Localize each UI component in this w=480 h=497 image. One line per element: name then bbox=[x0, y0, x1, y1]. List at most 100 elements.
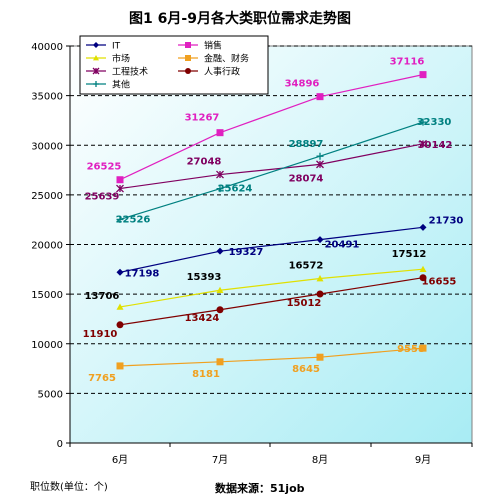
legend-label: 市场 bbox=[112, 53, 130, 65]
data-label: 7765 bbox=[88, 373, 116, 384]
series bbox=[116, 139, 427, 193]
series bbox=[116, 344, 427, 370]
legend-label: 其他 bbox=[112, 79, 130, 91]
data-label: 28074 bbox=[289, 173, 324, 184]
data-point bbox=[316, 160, 324, 169]
legend-box bbox=[79, 35, 269, 95]
series-line bbox=[119, 226, 424, 273]
legend-item: 市场 bbox=[86, 53, 130, 65]
data-label: 31267 bbox=[185, 113, 220, 124]
data-point bbox=[116, 321, 124, 329]
data-label: 11910 bbox=[83, 329, 118, 340]
series bbox=[116, 274, 427, 329]
data-point bbox=[116, 303, 124, 310]
data-point bbox=[316, 290, 324, 298]
data-label: 8645 bbox=[292, 364, 320, 375]
x-axis: 6月 7月 8月 9月 bbox=[69, 442, 473, 466]
series-line bbox=[119, 121, 424, 221]
data-point bbox=[216, 170, 224, 179]
data-point bbox=[116, 362, 124, 370]
data-label: 37116 bbox=[390, 57, 425, 68]
y-tick-label: 35000 bbox=[31, 92, 63, 103]
series-line bbox=[119, 277, 424, 326]
data-point bbox=[216, 306, 224, 314]
data-point bbox=[316, 353, 324, 361]
data-point bbox=[419, 139, 427, 148]
data-point bbox=[316, 236, 324, 244]
data-point bbox=[316, 93, 324, 101]
data-label: 16572 bbox=[289, 261, 324, 272]
x-tick-label: 8月 bbox=[312, 454, 328, 466]
legend-label: 人事行政 bbox=[204, 66, 240, 78]
data-point bbox=[185, 42, 191, 48]
data-label: 20491 bbox=[325, 240, 360, 251]
data-point bbox=[93, 55, 99, 61]
series-line bbox=[119, 268, 424, 308]
data-point bbox=[419, 71, 427, 79]
legend-item: 金融、财务 bbox=[178, 53, 249, 65]
data-point bbox=[419, 265, 427, 272]
data-point bbox=[216, 358, 224, 366]
data-point bbox=[216, 247, 224, 255]
y-tick-label: 20000 bbox=[31, 241, 63, 252]
data-point bbox=[419, 118, 427, 126]
series bbox=[116, 265, 427, 310]
series-line bbox=[119, 347, 424, 367]
data-label: 16655 bbox=[422, 277, 457, 288]
data-point bbox=[185, 68, 191, 74]
data-label: 27048 bbox=[187, 157, 222, 168]
legend-label: 销售 bbox=[204, 40, 222, 52]
y-tick-label: 25000 bbox=[31, 191, 63, 202]
series bbox=[116, 223, 427, 276]
series-line bbox=[119, 143, 424, 190]
data-label: 25624 bbox=[218, 184, 253, 195]
data-point bbox=[116, 268, 124, 276]
y-axis: 0 5000 10000 15000 20000 25000 30000 35000 40000 bbox=[31, 42, 71, 450]
data-label: 15012 bbox=[287, 298, 322, 309]
series-line bbox=[119, 74, 424, 181]
data-point bbox=[316, 275, 324, 282]
data-label: 34896 bbox=[285, 79, 320, 90]
data-labels: 17198 19327 20491 21730 26525 31267 34896 37116… bbox=[83, 57, 464, 384]
legend-item: 销售 bbox=[178, 40, 222, 52]
data-point bbox=[316, 152, 324, 160]
data-point bbox=[216, 286, 224, 294]
y-tick-label: 40000 bbox=[31, 42, 63, 53]
data-label: 22526 bbox=[116, 214, 151, 225]
series bbox=[116, 118, 427, 223]
y-tick-label: 30000 bbox=[31, 141, 63, 152]
data-label: 13706 bbox=[85, 291, 120, 302]
y-tick-label: 5000 bbox=[38, 389, 63, 400]
data-source: 数据来源：51job bbox=[215, 482, 305, 495]
data-point bbox=[92, 67, 100, 75]
legend-item: IT bbox=[86, 42, 121, 52]
data-point bbox=[116, 176, 124, 184]
data-point bbox=[216, 129, 224, 137]
legend-label: IT bbox=[112, 42, 121, 52]
data-label: 8181 bbox=[192, 369, 220, 380]
data-point bbox=[216, 185, 224, 193]
data-label: 30142 bbox=[418, 140, 453, 151]
data-label: 21730 bbox=[429, 215, 464, 226]
data-point bbox=[185, 55, 191, 61]
series-lines bbox=[116, 71, 427, 370]
legend-label: 金融、财务 bbox=[204, 53, 249, 65]
data-point bbox=[419, 274, 427, 282]
data-label: 26525 bbox=[87, 162, 122, 173]
y-tick-label: 15000 bbox=[31, 290, 63, 301]
y-axis-label: 职位数(单位：个) bbox=[30, 482, 108, 493]
legend-item: 工程技术 bbox=[86, 66, 148, 78]
y-tick-label: 0 bbox=[57, 439, 63, 450]
x-tick-label: 7月 bbox=[212, 454, 228, 466]
legend-item: 人事行政 bbox=[178, 66, 240, 78]
series bbox=[116, 71, 427, 184]
y-tick-label: 10000 bbox=[31, 340, 63, 351]
data-label: 15393 bbox=[187, 272, 222, 283]
legend-item: 其他 bbox=[86, 79, 130, 91]
legend-label: 工程技术 bbox=[112, 66, 148, 78]
data-point bbox=[419, 344, 427, 352]
data-label: 32330 bbox=[417, 117, 452, 128]
data-point bbox=[419, 223, 427, 231]
